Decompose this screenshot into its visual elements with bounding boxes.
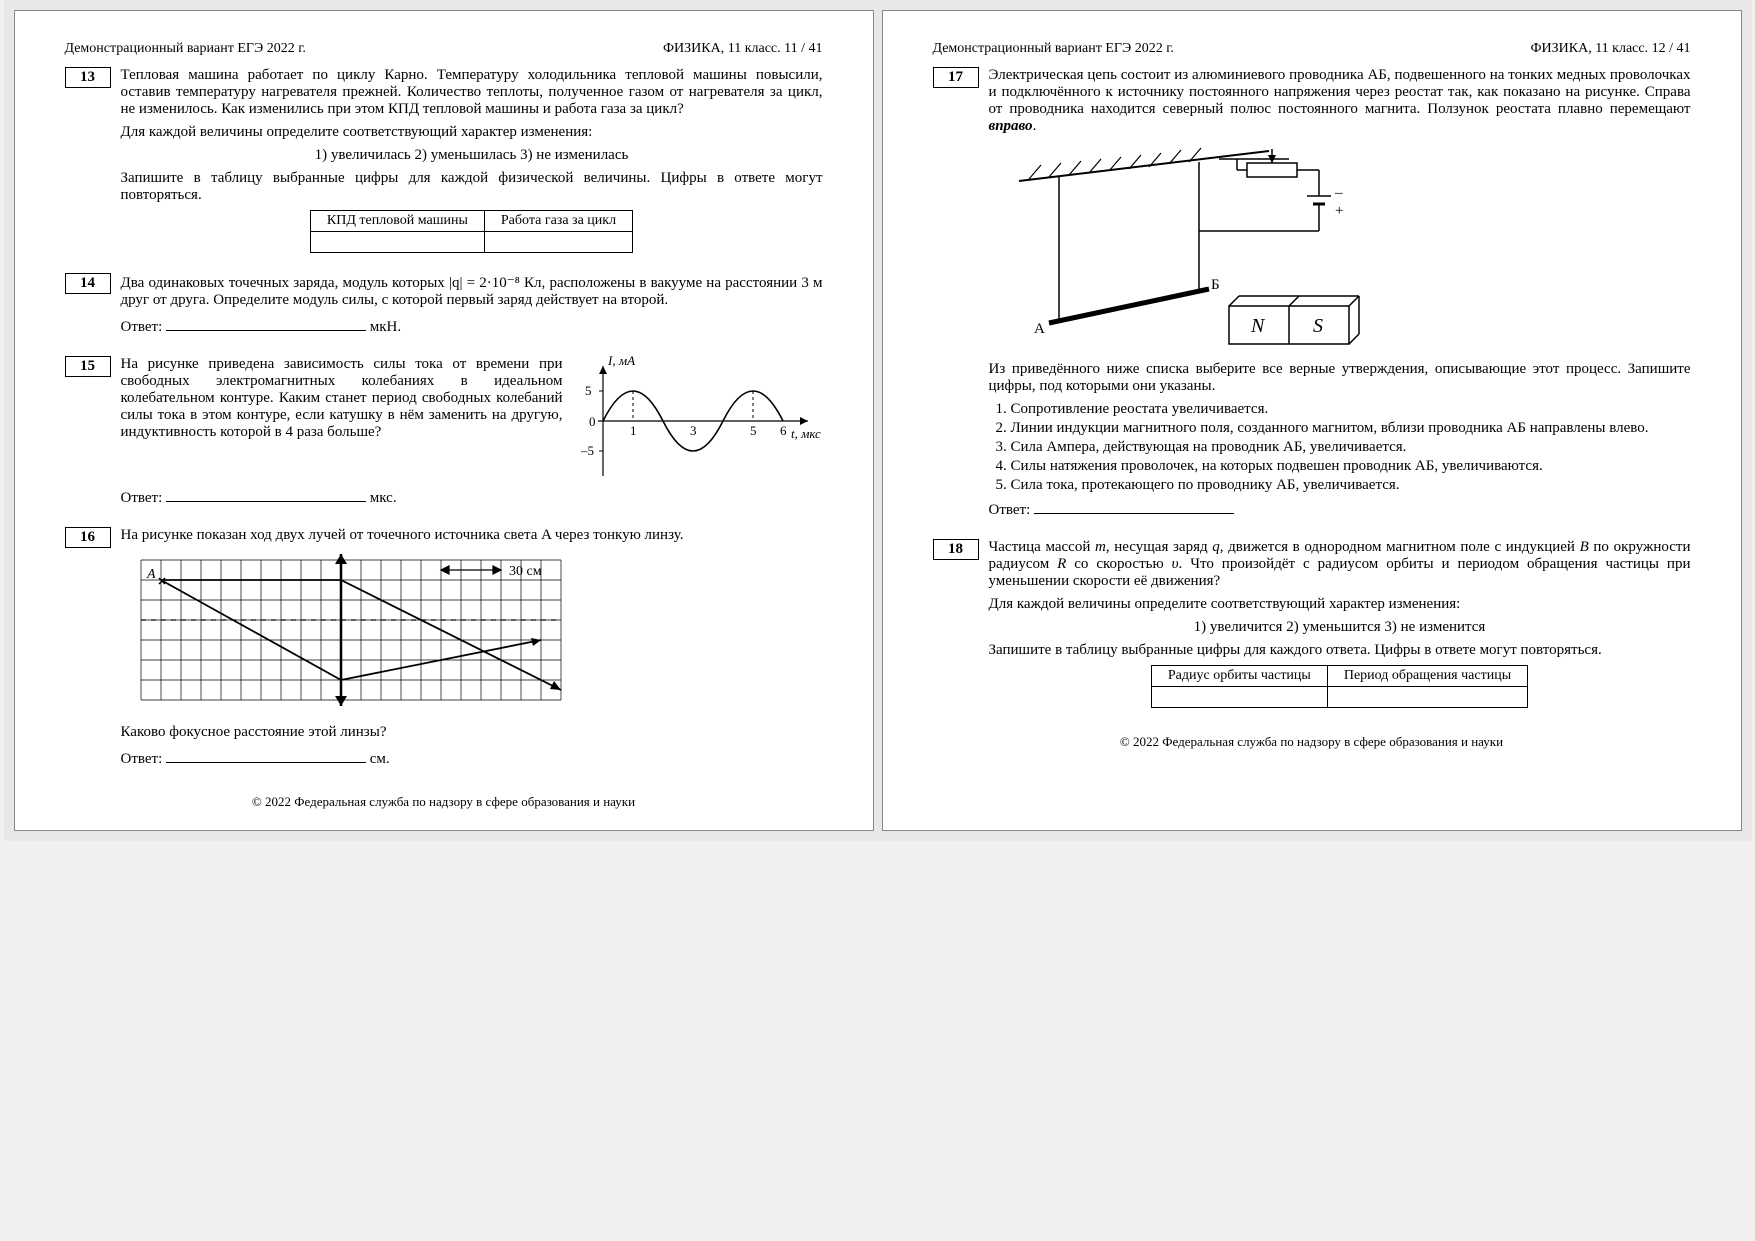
task-question: Каково фокусное расстояние этой линзы? [121, 724, 823, 741]
option: 2) уменьшилась [415, 147, 517, 164]
statements-list: Сопротивление реостата увеличивается. Ли… [989, 401, 1691, 494]
task-number: 16 [65, 527, 111, 548]
answer-line: Ответ: мкН. [121, 315, 823, 336]
options-list: 1) увеличилась 2) уменьшилась 3) не изме… [121, 147, 823, 164]
option: 3) не изменилась [520, 147, 628, 164]
answer-blank[interactable] [166, 315, 366, 331]
circuit-diagram: А Б – [989, 141, 1389, 361]
option: 2) уменьшится [1286, 619, 1380, 636]
page-right: Демонстрационный вариант ЕГЭ 2022 г. ФИЗ… [882, 10, 1742, 831]
table-header: Радиус орбиты частицы [1151, 666, 1327, 687]
svg-text:I, мА: I, мА [607, 356, 635, 368]
task-16: 16 На рисунке показан ход двух лучей от … [65, 527, 823, 774]
page-left: Демонстрационный вариант ЕГЭ 2022 г. ФИЗ… [14, 10, 874, 831]
task-number: 15 [65, 356, 111, 377]
task-14: 14 Два одинаковых точечных заряда, модул… [65, 273, 823, 342]
task-text: Электрическая цепь состоит из алюминиево… [989, 67, 1691, 135]
svg-text:30 см: 30 см [509, 564, 542, 579]
task-body: Электрическая цепь состоит из алюминиево… [989, 67, 1691, 525]
answer-blank[interactable] [166, 747, 366, 763]
task-17: 17 Электрическая цепь состоит из алюмини… [933, 67, 1691, 525]
answer-cell[interactable] [484, 232, 632, 253]
options-list: 1) увеличится 2) уменьшится 3) не измени… [989, 619, 1691, 636]
list-item: Силы натяжения проволочек, на которых по… [1011, 458, 1691, 475]
option: 3) не изменится [1384, 619, 1485, 636]
task-body: На рисунке показан ход двух лучей от точ… [121, 527, 823, 774]
page-header: Демонстрационный вариант ЕГЭ 2022 г. ФИЗ… [65, 41, 823, 57]
svg-text:Б: Б [1211, 277, 1220, 293]
formula: |q| = 2·10⁻⁸ Кл, [449, 275, 545, 291]
task-number: 13 [65, 67, 111, 88]
page-footer: © 2022 Федеральная служба по надзору в с… [65, 794, 823, 810]
page-footer: © 2022 Федеральная служба по надзору в с… [933, 734, 1691, 750]
task-number: 18 [933, 539, 979, 560]
task-instruction: Для каждой величины определите соответст… [989, 596, 1691, 613]
svg-text:1: 1 [630, 423, 637, 438]
table-header: КПД тепловой машины [310, 211, 484, 232]
task-18: 18 Частица массой m, несущая заряд q, дв… [933, 539, 1691, 714]
page-header: Демонстрационный вариант ЕГЭ 2022 г. ФИЗ… [933, 41, 1691, 57]
lens-diagram: A [121, 550, 591, 720]
task-number: 17 [933, 67, 979, 88]
svg-text:–: – [1334, 185, 1343, 201]
task-instruction-2: Запишите в таблицу выбранные цифры для к… [121, 170, 823, 204]
svg-text:6: 6 [780, 423, 787, 438]
list-item: Линии индукции магнитного поля, созданно… [1011, 420, 1691, 437]
svg-text:3: 3 [690, 423, 697, 438]
answer-line: Ответ: [989, 498, 1691, 519]
header-right: ФИЗИКА, 11 класс. 12 / 41 [1530, 41, 1690, 57]
task-instruction-2: Запишите в таблицу выбранные цифры для к… [989, 642, 1691, 659]
oscillation-chart: 5 0 –5 1 3 5 6 I, мА t, мкс [573, 356, 823, 486]
answer-blank[interactable] [1034, 498, 1234, 514]
task-instruction: Для каждой величины определите соответст… [121, 124, 823, 141]
task-text: На рисунке показан ход двух лучей от точ… [121, 527, 823, 544]
answer-table: КПД тепловой машины Работа газа за цикл [310, 210, 633, 253]
task-text: Тепловая машина работает по циклу Карно.… [121, 67, 823, 118]
task-text: На рисунке приведена зависимость силы то… [121, 356, 563, 486]
answer-blank[interactable] [166, 486, 366, 502]
answer-cell[interactable] [1327, 687, 1527, 708]
task-15: 15 На рисунке приведена зависимость силы… [65, 356, 823, 513]
svg-text:+: + [1335, 203, 1343, 219]
task-number: 14 [65, 273, 111, 294]
answer-cell[interactable] [1151, 687, 1327, 708]
header-right: ФИЗИКА, 11 класс. 11 / 41 [663, 41, 823, 57]
table-header: Период обращения частицы [1327, 666, 1527, 687]
task-body: Два одинаковых точечных заряда, модуль к… [121, 273, 823, 342]
svg-text:t, мкс: t, мкс [791, 426, 821, 441]
svg-text:А: А [1034, 321, 1045, 337]
task-body: Частица массой m, несущая заряд q, движе… [989, 539, 1691, 714]
svg-text:A: A [146, 567, 156, 582]
svg-text:5: 5 [750, 423, 757, 438]
svg-text:S: S [1313, 315, 1323, 337]
answer-table: Радиус орбиты частицы Период обращения ч… [1151, 665, 1528, 708]
svg-text:0: 0 [589, 414, 596, 429]
task-13: 13 Тепловая машина работает по циклу Кар… [65, 67, 823, 259]
header-left: Демонстрационный вариант ЕГЭ 2022 г. [933, 41, 1174, 57]
task-body: Тепловая машина работает по циклу Карно.… [121, 67, 823, 259]
task-instruction: Из приведённого ниже списка выберите все… [989, 361, 1691, 395]
list-item: Сопротивление реостата увеличивается. [1011, 401, 1691, 418]
svg-text:5: 5 [585, 383, 592, 398]
option: 1) увеличилась [315, 147, 411, 164]
svg-text:N: N [1250, 315, 1266, 337]
answer-cell[interactable] [310, 232, 484, 253]
page-spread: Демонстрационный вариант ЕГЭ 2022 г. ФИЗ… [4, 0, 1752, 841]
task-text: Частица массой m, несущая заряд q, движе… [989, 539, 1691, 590]
header-left: Демонстрационный вариант ЕГЭ 2022 г. [65, 41, 306, 57]
option: 1) увеличится [1194, 619, 1283, 636]
svg-text:–5: –5 [580, 443, 594, 458]
answer-line: Ответ: см. [121, 747, 823, 768]
task-body: На рисунке приведена зависимость силы то… [121, 356, 823, 513]
list-item: Сила тока, протекающего по проводнику АБ… [1011, 477, 1691, 494]
list-item: Сила Ампера, действующая на проводник АБ… [1011, 439, 1691, 456]
table-header: Работа газа за цикл [484, 211, 632, 232]
task-text: Два одинаковых точечных заряда, модуль к… [121, 273, 823, 309]
answer-line: Ответ: мкс. [121, 486, 823, 507]
